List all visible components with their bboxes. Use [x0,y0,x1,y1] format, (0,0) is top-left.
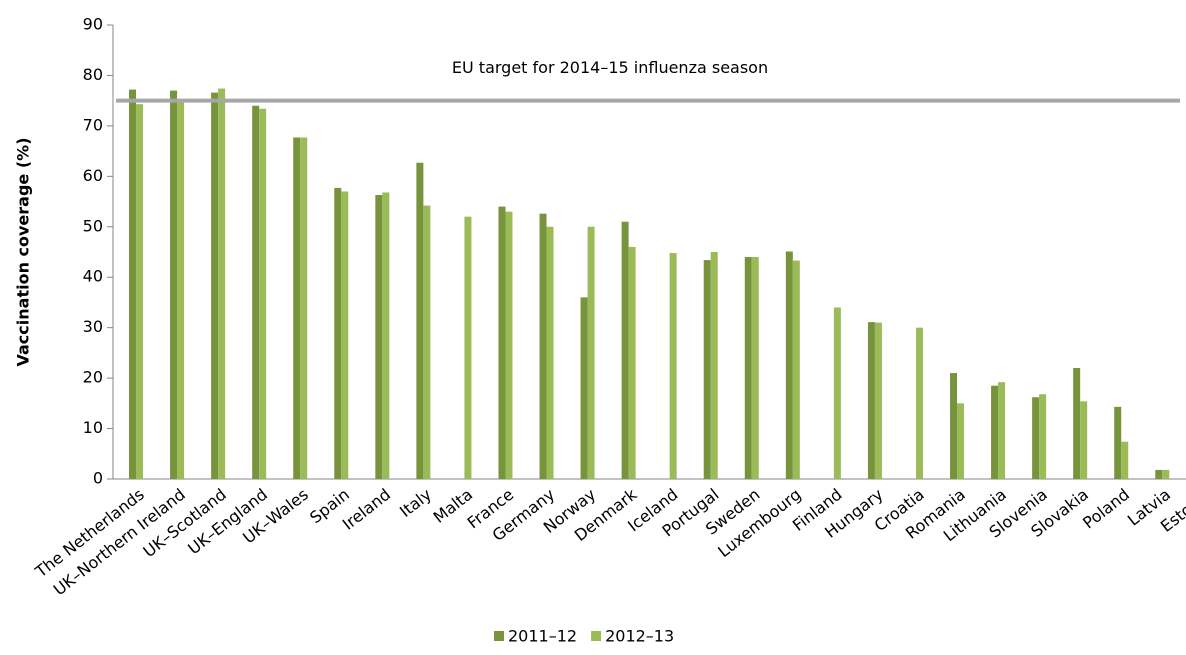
y-tick-label: 80 [83,65,103,84]
bar [375,194,383,479]
x-tick-label: Poland [1079,485,1133,533]
bar [341,191,349,479]
bar [252,105,260,479]
bar [991,385,999,479]
bar [218,88,226,479]
x-tick-label: Italy [396,485,435,521]
target-label: EU target for 2014–15 influenza season [452,58,768,77]
bar [539,213,547,479]
bar [300,137,308,480]
bar [998,382,1006,479]
bar [628,246,636,479]
bar [867,322,875,479]
bar [382,192,390,479]
bar [211,92,219,480]
bar [1073,368,1081,479]
bar [710,252,718,479]
bar [1039,394,1047,479]
bar [170,90,178,480]
bar [498,206,506,479]
legend-label: 2011–12 [508,627,577,646]
y-tick-label: 60 [83,166,103,185]
y-tick-label: 40 [83,267,103,286]
bar [1080,401,1088,479]
bar [546,226,554,479]
bar [464,216,472,479]
y-tick-label: 90 [83,15,103,34]
y-tick-label: 50 [83,216,103,235]
bar [129,89,137,480]
bar [744,257,752,479]
bar [833,307,841,479]
bar [587,226,595,479]
bar [416,162,424,480]
bar [293,137,301,480]
y-tick-label: 10 [83,418,103,437]
bar [915,327,923,479]
legend-swatch [494,631,504,641]
bar [334,187,342,480]
bar [785,251,793,479]
legend-label: 2012–13 [605,627,674,646]
bar [792,260,800,479]
bar [423,205,431,479]
bar [621,221,629,479]
bar [957,403,965,479]
bar [669,253,677,479]
bar [1121,441,1129,479]
bar [874,322,882,479]
bar [751,257,759,479]
bar [259,108,267,479]
y-axis-label: Vaccination coverage (%) [14,137,33,366]
bar [580,297,588,479]
bar [505,211,513,479]
bar [177,100,185,480]
bar [1162,469,1170,479]
bar [1114,406,1122,479]
bar [1032,397,1040,479]
legend-swatch [591,631,602,641]
bar [703,260,711,479]
y-tick-label: 70 [83,115,103,134]
bar [136,104,144,479]
y-tick-label: 30 [83,317,103,336]
y-tick-label: 20 [83,368,103,387]
bar [1155,469,1163,479]
y-tick-label: 0 [93,469,103,488]
bar [950,373,958,479]
